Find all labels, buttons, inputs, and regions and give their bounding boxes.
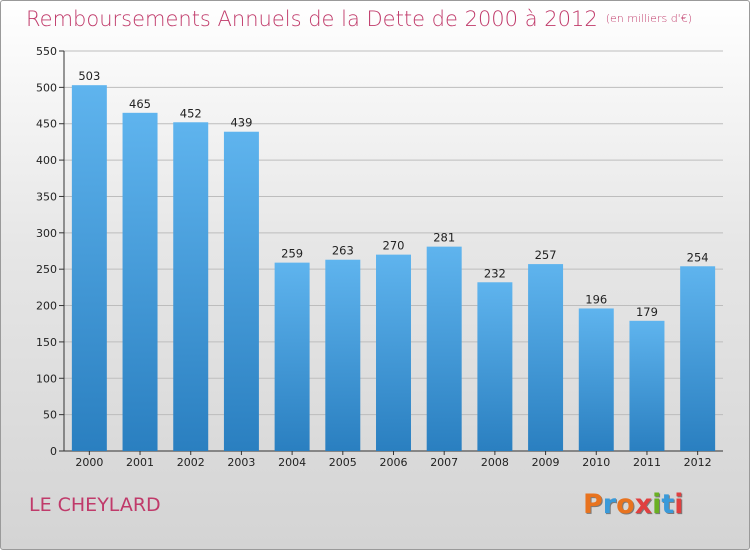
x-tick-label: 2008 (481, 456, 509, 469)
y-tick-label: 300 (36, 227, 57, 240)
y-tick-label: 350 (36, 190, 57, 203)
y-tick-label: 250 (36, 263, 57, 276)
x-tick-label: 2003 (227, 456, 255, 469)
y-tick-label: 0 (50, 445, 57, 458)
bar-2007 (426, 246, 462, 451)
bar-2000 (71, 85, 107, 451)
data-label: 263 (332, 244, 354, 258)
y-tick-label: 150 (36, 336, 57, 349)
data-label: 452 (180, 106, 202, 120)
proxiti-logo: Proxiti (583, 489, 684, 520)
y-tick-label: 450 (36, 118, 57, 131)
bars (71, 85, 716, 452)
x-tick-label: 2005 (329, 456, 357, 469)
data-label: 439 (230, 116, 252, 130)
bar-2001 (122, 112, 158, 452)
bar-2010 (578, 308, 614, 451)
y-tick-label: 50 (43, 409, 57, 422)
x-tick-label: 2009 (532, 456, 560, 469)
data-label: 270 (383, 239, 405, 253)
x-tick-label: 2007 (430, 456, 458, 469)
data-label: 196 (585, 292, 607, 306)
bar-2012 (680, 266, 716, 451)
y-tick-label: 500 (36, 81, 57, 94)
bar-2005 (325, 259, 361, 451)
bar-2009 (528, 264, 564, 451)
data-label: 259 (281, 247, 303, 261)
logo-letter: r (602, 489, 617, 520)
x-tick-label: 2006 (380, 456, 408, 469)
y-tick-label: 200 (36, 300, 57, 313)
logo-letter: x (634, 489, 653, 520)
bar-2004 (274, 262, 310, 451)
data-label: 465 (129, 97, 151, 111)
data-label: 257 (535, 248, 557, 262)
commune-name: LE CHEYLARD (29, 494, 161, 516)
data-label: 254 (687, 250, 709, 264)
logo-letter: i (652, 489, 662, 520)
data-label: 179 (636, 305, 658, 319)
y-tick-label: 100 (36, 372, 57, 385)
bar-2002 (173, 122, 209, 451)
x-tick-label: 2001 (126, 456, 154, 469)
logo-letter: t (661, 489, 675, 520)
chart-title-text: Remboursements Annuels de la Dette de 20… (26, 7, 598, 31)
x-tick-label: 2010 (582, 456, 610, 469)
labels: 0 50 100 150 200 250 300 350 400 450 500 550 503 2000… (36, 45, 712, 469)
bar-2008 (477, 282, 513, 451)
data-label: 232 (484, 266, 506, 280)
bar-2003 (223, 131, 259, 451)
y-tick-label: 400 (36, 154, 57, 167)
x-tick-label: 2011 (633, 456, 661, 469)
chart-unit: (en milliers d'€) (605, 12, 692, 25)
x-tick-label: 2012 (684, 456, 712, 469)
x-tick-label: 2002 (177, 456, 205, 469)
bar-2006 (376, 254, 411, 451)
logo-letter: P (583, 489, 603, 520)
logo-letter: o (616, 489, 635, 520)
x-tick-label: 2004 (278, 456, 306, 469)
bar-2011 (629, 320, 665, 451)
y-tick-label: 550 (36, 45, 57, 58)
logo-letter: i (674, 489, 684, 520)
data-label: 281 (433, 231, 455, 245)
data-label: 503 (78, 69, 100, 83)
chart-title: Remboursements Annuels de la Dette de 20… (26, 7, 692, 31)
x-tick-label: 2000 (75, 456, 103, 469)
